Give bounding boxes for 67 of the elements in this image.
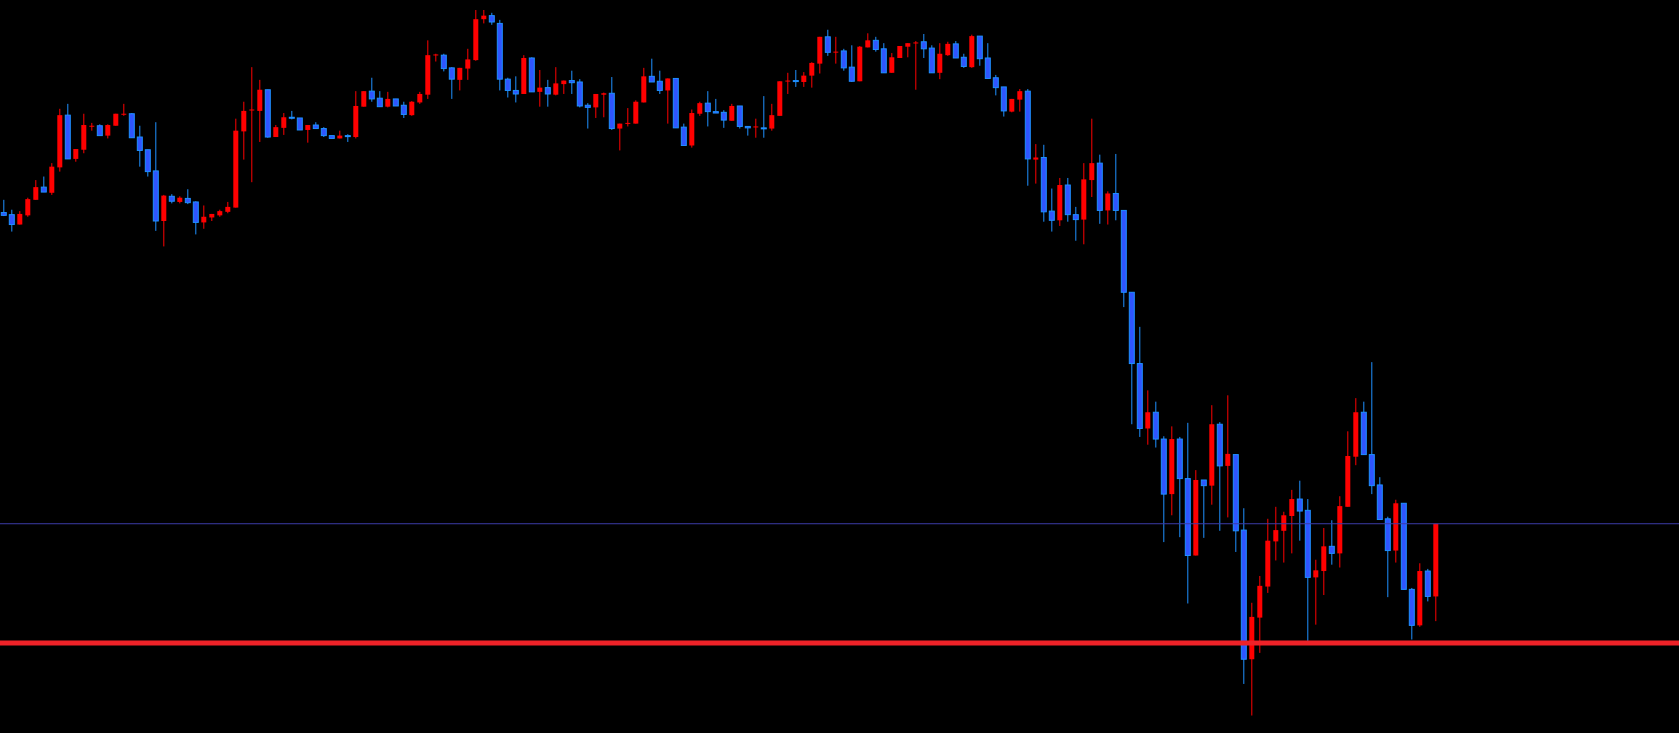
candlestick [1289,489,1295,554]
candlestick [665,77,671,125]
candlestick [368,77,375,103]
candlestick [736,105,743,130]
candlestick [625,107,631,127]
candlestick [281,112,287,136]
candlestick [785,72,791,95]
candlestick [1328,519,1335,566]
candlestick [1200,479,1207,539]
candlestick [617,123,623,151]
candlestick [648,58,655,83]
candlestick [1089,118,1095,198]
candlestick [576,78,583,108]
candlestick [753,118,759,139]
candlestick [769,103,775,132]
candlestick [809,61,815,89]
candlestick [1112,153,1119,221]
candlestick [833,36,839,65]
candlestick [984,42,991,79]
candlestick [465,48,471,81]
candlestick [257,79,263,143]
candlestick [880,42,887,74]
candlestick [584,102,591,130]
candlestick [249,66,255,183]
candlestick [241,101,247,161]
candlestick [544,79,551,108]
candlestick [656,70,663,95]
candlestick [680,123,687,146]
candlestick [1000,86,1007,118]
candlestick [760,95,767,139]
candlestick [937,42,943,80]
candlestick [633,99,639,125]
candlestick [601,92,607,118]
candlestick [848,44,855,83]
candlestick [512,75,519,103]
candlestick [128,112,135,139]
candlestick [889,52,895,74]
candlestick [553,66,559,96]
candlestick [704,90,711,127]
candlestick [976,35,983,67]
candlestick [136,125,143,168]
candlestick [448,66,455,100]
candlestick [568,70,575,95]
candlestick [25,197,31,218]
candlestick [1225,394,1231,518]
candlestick [1296,480,1303,542]
candlestick [1048,188,1055,233]
candlestick [1072,206,1079,242]
candlestick [1313,559,1319,626]
candlestick [504,77,511,99]
candlestick [8,209,15,233]
candlestick [992,74,999,96]
candlestick [913,40,919,91]
candlestick [1033,143,1039,185]
candlestick [537,69,543,108]
candlestick [192,200,199,235]
candlestick [1281,511,1287,564]
candlestick [1105,190,1111,226]
candlestick [824,29,831,57]
candlestick [121,103,127,117]
candlestick [33,179,39,201]
candlestick [1017,88,1023,113]
candlestick [840,48,847,72]
candlestick [1273,506,1279,561]
candlestick [1145,389,1151,446]
candlestick [144,149,151,178]
candlestick [920,33,927,59]
